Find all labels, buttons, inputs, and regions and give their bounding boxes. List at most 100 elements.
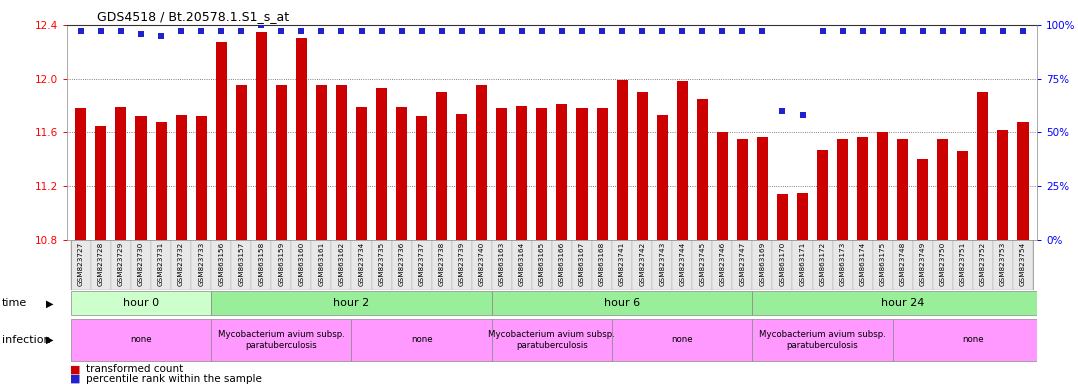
- Text: GSM823727: GSM823727: [78, 242, 84, 286]
- Text: ▶: ▶: [46, 335, 54, 345]
- Bar: [437, 92, 447, 240]
- Bar: [516, 106, 527, 240]
- Point: [93, 28, 110, 35]
- Text: GSM823743: GSM823743: [659, 242, 665, 286]
- Point: [573, 28, 591, 35]
- Bar: [777, 194, 788, 240]
- Text: GSM863159: GSM863159: [278, 242, 285, 286]
- Bar: [572, 240, 592, 290]
- Text: ■: ■: [70, 374, 81, 384]
- Bar: [993, 240, 1013, 290]
- Bar: [677, 81, 688, 240]
- Point: [593, 28, 610, 35]
- Bar: [151, 240, 171, 290]
- Bar: [552, 240, 572, 290]
- Text: GDS4518 / Bt.20578.1.S1_s_at: GDS4518 / Bt.20578.1.S1_s_at: [97, 10, 289, 23]
- Point: [112, 28, 129, 35]
- Bar: [91, 240, 111, 290]
- Text: GSM863166: GSM863166: [559, 242, 565, 286]
- Bar: [937, 139, 949, 240]
- Text: GSM823738: GSM823738: [439, 242, 445, 286]
- Text: GSM823741: GSM823741: [619, 242, 625, 286]
- Bar: [737, 139, 748, 240]
- Bar: [115, 107, 126, 240]
- Text: hour 0: hour 0: [123, 298, 160, 308]
- Bar: [592, 240, 612, 290]
- Text: GSM863168: GSM863168: [599, 242, 605, 286]
- Text: GSM863157: GSM863157: [238, 242, 245, 286]
- Text: GSM823729: GSM823729: [118, 242, 124, 286]
- Point: [494, 28, 511, 35]
- Text: GSM823748: GSM823748: [900, 242, 906, 286]
- Point: [473, 28, 490, 35]
- Bar: [893, 319, 1053, 361]
- Text: GSM823737: GSM823737: [418, 242, 425, 286]
- Text: GSM823749: GSM823749: [920, 242, 926, 286]
- Point: [72, 28, 89, 35]
- Bar: [136, 116, 147, 240]
- Text: GSM863170: GSM863170: [779, 242, 786, 286]
- Bar: [412, 240, 431, 290]
- Bar: [132, 240, 151, 290]
- Bar: [717, 132, 728, 240]
- Bar: [692, 240, 713, 290]
- Bar: [797, 193, 808, 240]
- Bar: [492, 240, 512, 290]
- Point: [754, 28, 771, 35]
- Point: [513, 28, 530, 35]
- Point: [353, 28, 370, 35]
- Point: [894, 28, 911, 35]
- Point: [734, 28, 751, 35]
- Bar: [276, 86, 287, 240]
- Bar: [231, 240, 251, 290]
- Bar: [752, 240, 773, 290]
- Bar: [255, 32, 266, 240]
- Bar: [356, 107, 367, 240]
- Bar: [236, 86, 247, 240]
- Text: GSM863162: GSM863162: [338, 242, 345, 286]
- Bar: [913, 240, 932, 290]
- Text: Mycobacterium avium subsp.
paratuberculosis: Mycobacterium avium subsp. paratuberculo…: [759, 330, 886, 349]
- Bar: [71, 319, 211, 361]
- Bar: [512, 240, 531, 290]
- Point: [954, 28, 971, 35]
- Text: GSM863156: GSM863156: [218, 242, 224, 286]
- Point: [793, 112, 811, 118]
- Bar: [813, 240, 832, 290]
- Point: [193, 28, 210, 35]
- Text: none: none: [130, 335, 152, 344]
- Bar: [596, 108, 608, 240]
- Text: GSM863173: GSM863173: [840, 242, 845, 286]
- Point: [373, 28, 390, 35]
- Bar: [291, 240, 312, 290]
- Text: hour 6: hour 6: [604, 298, 640, 308]
- Point: [834, 28, 852, 35]
- Bar: [873, 240, 893, 290]
- Text: GSM823734: GSM823734: [359, 242, 364, 286]
- Text: GSM863163: GSM863163: [499, 242, 505, 286]
- Bar: [732, 240, 752, 290]
- Text: percentile rank within the sample: percentile rank within the sample: [86, 374, 262, 384]
- Point: [233, 28, 250, 35]
- Bar: [416, 116, 427, 240]
- Text: none: none: [411, 335, 432, 344]
- Bar: [251, 240, 272, 290]
- Bar: [312, 240, 331, 290]
- Text: GSM863171: GSM863171: [800, 242, 805, 286]
- Bar: [492, 291, 752, 316]
- Point: [854, 28, 871, 35]
- Bar: [893, 240, 913, 290]
- Bar: [71, 240, 91, 290]
- Text: GSM823730: GSM823730: [138, 242, 144, 286]
- Point: [133, 30, 150, 36]
- Point: [613, 28, 631, 35]
- Bar: [431, 240, 452, 290]
- Text: GSM863158: GSM863158: [259, 242, 264, 286]
- Point: [975, 28, 992, 35]
- Bar: [211, 319, 351, 361]
- Point: [534, 28, 551, 35]
- Text: GSM823740: GSM823740: [479, 242, 485, 286]
- Text: GSM823744: GSM823744: [679, 242, 686, 286]
- Text: GSM823753: GSM823753: [1000, 242, 1006, 286]
- Point: [653, 28, 671, 35]
